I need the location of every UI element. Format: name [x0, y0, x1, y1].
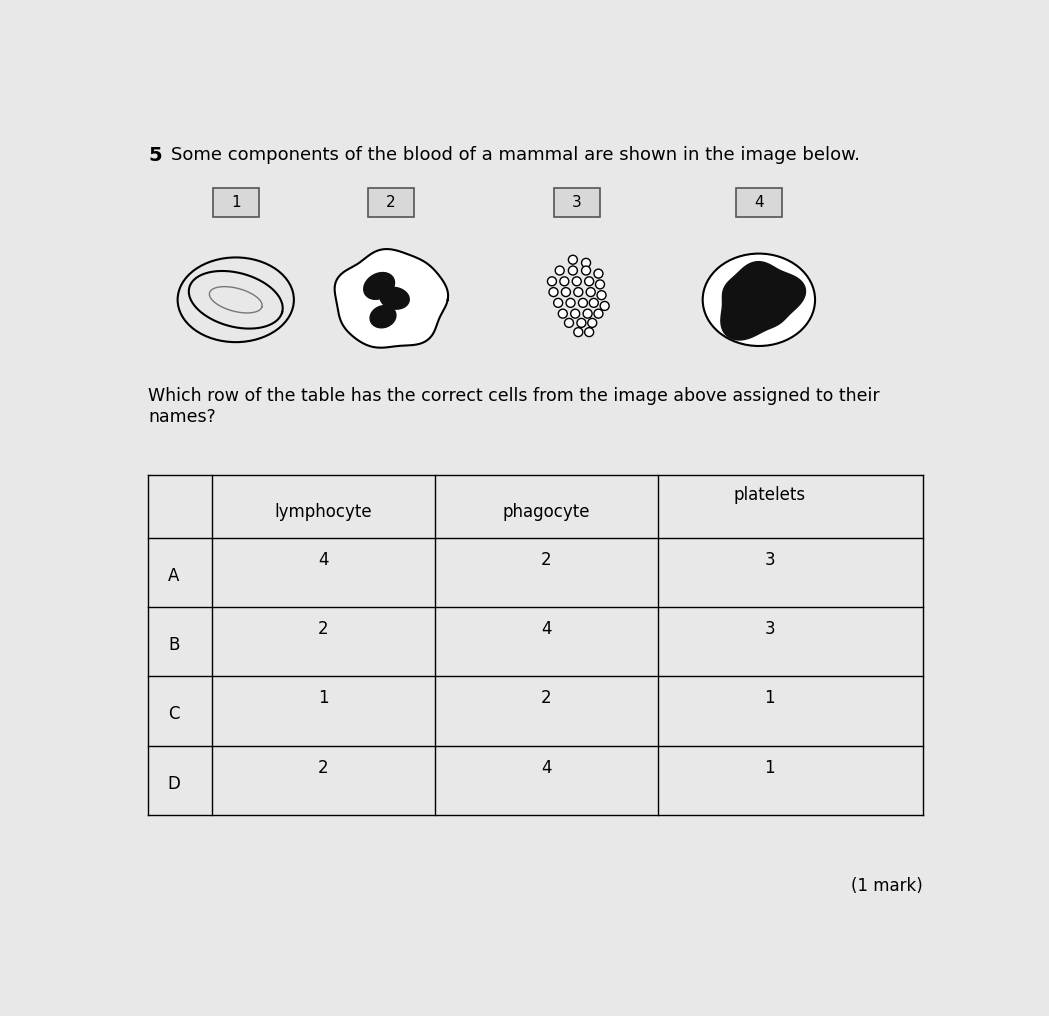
Circle shape — [586, 288, 595, 297]
Circle shape — [554, 299, 562, 307]
Circle shape — [558, 309, 568, 318]
Circle shape — [583, 309, 592, 318]
FancyBboxPatch shape — [554, 188, 600, 217]
Text: 4: 4 — [754, 195, 764, 210]
Text: A: A — [168, 567, 179, 585]
Circle shape — [560, 276, 569, 285]
Ellipse shape — [380, 288, 409, 309]
Text: C: C — [168, 705, 179, 723]
Polygon shape — [721, 262, 806, 340]
Text: 1: 1 — [231, 195, 240, 210]
Circle shape — [574, 328, 583, 336]
Circle shape — [571, 309, 580, 318]
Text: 2: 2 — [318, 620, 328, 638]
Text: 1: 1 — [765, 759, 775, 777]
Circle shape — [566, 299, 575, 307]
Circle shape — [555, 266, 564, 275]
Text: D: D — [167, 775, 180, 792]
FancyBboxPatch shape — [213, 188, 259, 217]
Ellipse shape — [364, 272, 394, 300]
Text: 4: 4 — [541, 620, 552, 638]
Circle shape — [569, 266, 577, 275]
FancyBboxPatch shape — [367, 188, 414, 217]
Text: Which row of the table has the correct cells from the image above assigned to th: Which row of the table has the correct c… — [148, 387, 880, 426]
Circle shape — [597, 291, 606, 300]
Text: 3: 3 — [765, 620, 775, 638]
Circle shape — [581, 266, 591, 275]
Text: B: B — [168, 636, 179, 654]
Ellipse shape — [370, 306, 395, 328]
Text: phagocyte: phagocyte — [502, 504, 591, 521]
Circle shape — [548, 276, 556, 285]
Circle shape — [584, 328, 594, 336]
Circle shape — [587, 318, 597, 327]
Text: 1: 1 — [318, 690, 328, 707]
Text: 2: 2 — [386, 195, 395, 210]
Circle shape — [596, 280, 604, 289]
Circle shape — [549, 288, 558, 297]
Circle shape — [584, 276, 594, 285]
Circle shape — [581, 258, 591, 267]
Polygon shape — [335, 249, 448, 347]
Text: 1: 1 — [765, 690, 775, 707]
Text: 4: 4 — [318, 551, 328, 569]
Ellipse shape — [177, 257, 294, 342]
Text: 5: 5 — [148, 145, 162, 165]
Circle shape — [573, 276, 581, 285]
Circle shape — [574, 288, 583, 297]
Text: (1 mark): (1 mark) — [852, 877, 923, 895]
Text: 3: 3 — [572, 195, 581, 210]
Circle shape — [594, 309, 603, 318]
FancyBboxPatch shape — [735, 188, 783, 217]
Circle shape — [590, 299, 598, 307]
Text: 4: 4 — [541, 759, 552, 777]
Text: platelets: platelets — [733, 486, 806, 504]
Circle shape — [569, 255, 577, 264]
Circle shape — [561, 288, 571, 297]
Text: lymphocyte: lymphocyte — [275, 504, 372, 521]
Text: 3: 3 — [765, 551, 775, 569]
Text: 2: 2 — [541, 690, 552, 707]
Text: 2: 2 — [541, 551, 552, 569]
Ellipse shape — [703, 254, 815, 346]
Text: Some components of the blood of a mammal are shown in the image below.: Some components of the blood of a mammal… — [171, 145, 860, 164]
Circle shape — [577, 318, 586, 327]
Circle shape — [600, 302, 609, 311]
Circle shape — [564, 318, 574, 327]
Text: 2: 2 — [318, 759, 328, 777]
Circle shape — [578, 299, 587, 307]
Circle shape — [594, 269, 603, 278]
